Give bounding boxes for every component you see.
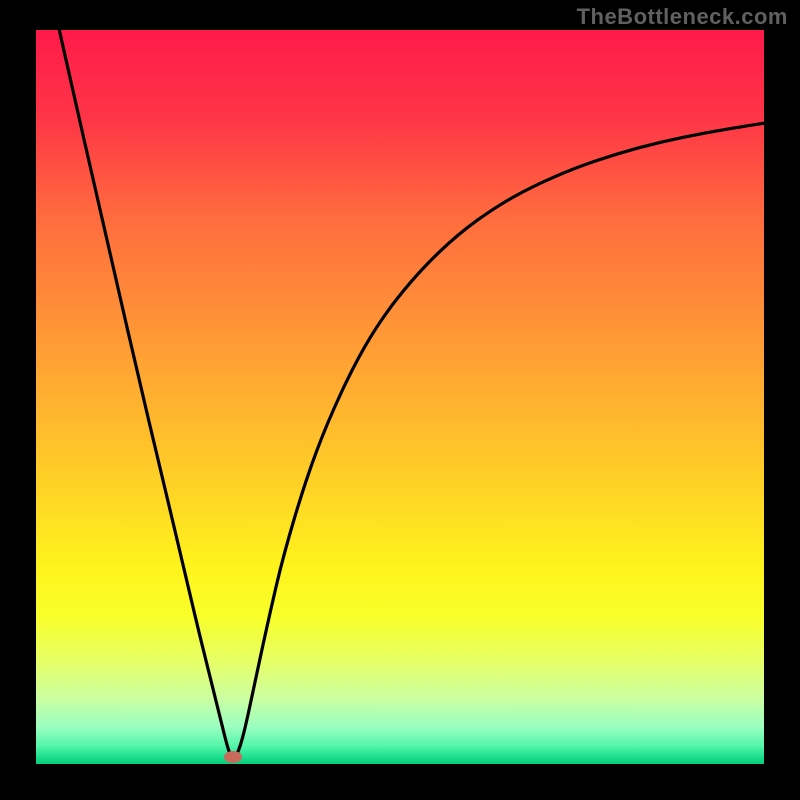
plot-area [36, 30, 764, 764]
curve-svg [36, 30, 764, 764]
watermark-text: TheBottleneck.com [577, 4, 788, 30]
bottleneck-curve [59, 30, 764, 757]
